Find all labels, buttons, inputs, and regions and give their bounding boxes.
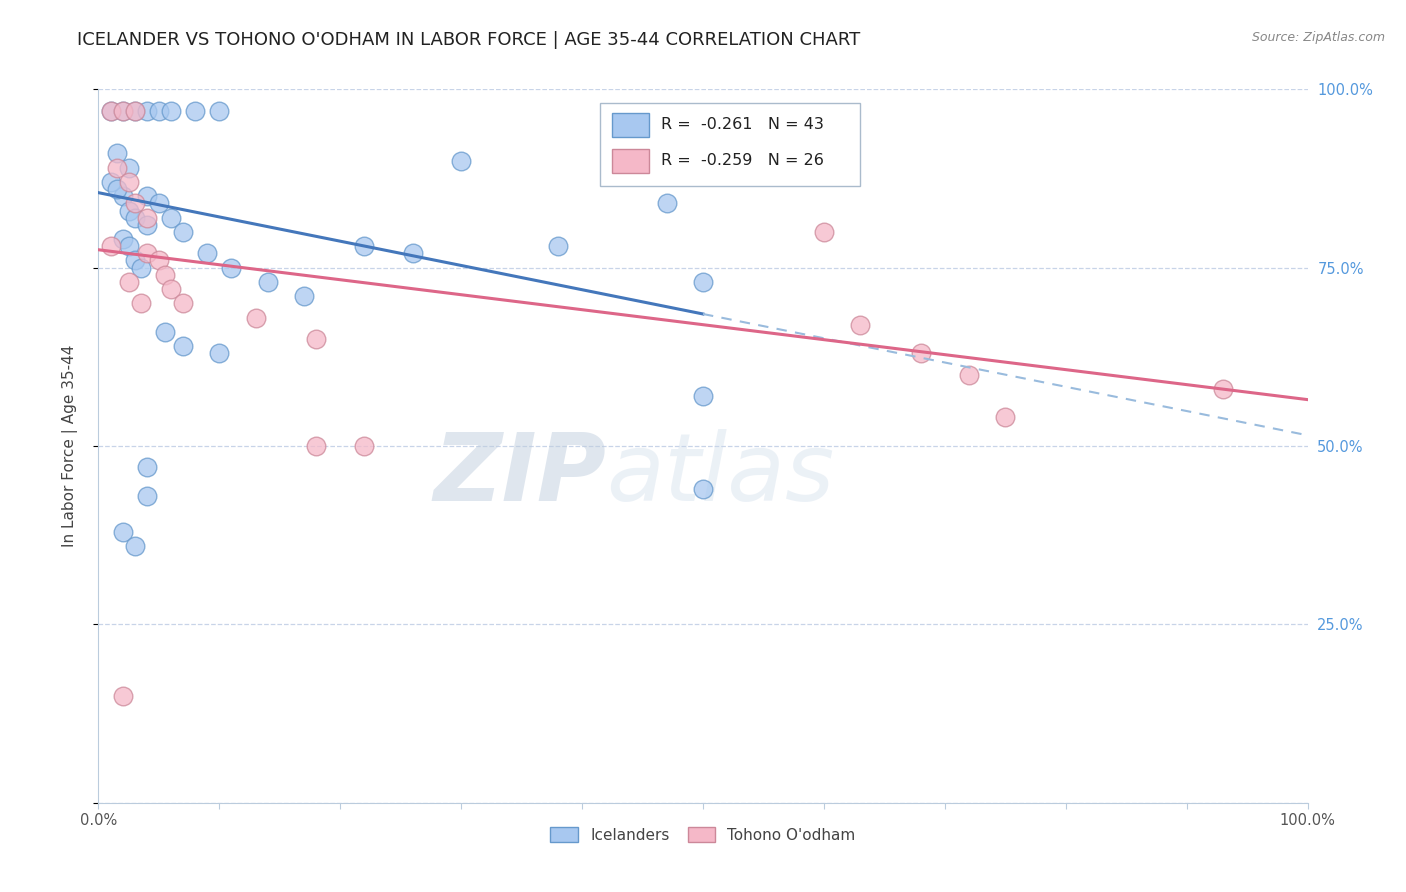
Point — [129, 296, 152, 310]
Point — [305, 439, 328, 453]
Point — [118, 161, 141, 175]
Point — [195, 246, 218, 260]
Point — [957, 368, 980, 382]
Point — [153, 268, 176, 282]
Point — [135, 460, 157, 475]
FancyBboxPatch shape — [613, 113, 648, 137]
Y-axis label: In Labor Force | Age 35-44: In Labor Force | Age 35-44 — [62, 345, 77, 547]
Point — [692, 389, 714, 403]
Point — [813, 225, 835, 239]
Point — [655, 196, 678, 211]
Point — [124, 103, 146, 118]
Point — [208, 346, 231, 360]
Point — [100, 103, 122, 118]
Point — [111, 103, 134, 118]
Point — [105, 182, 128, 196]
Point — [111, 103, 134, 118]
Point — [160, 282, 183, 296]
Point — [111, 189, 134, 203]
Point — [153, 325, 176, 339]
Point — [208, 103, 231, 118]
Point — [124, 539, 146, 553]
Point — [118, 175, 141, 189]
Point — [245, 310, 267, 325]
Point — [105, 161, 128, 175]
Point — [129, 260, 152, 275]
Point — [124, 253, 146, 268]
Point — [111, 524, 134, 539]
Point — [118, 275, 141, 289]
Text: ZIP: ZIP — [433, 428, 606, 521]
Point — [148, 253, 170, 268]
Point — [100, 103, 122, 118]
Point — [148, 103, 170, 118]
Point — [402, 246, 425, 260]
Legend: Icelanders, Tohono O'odham: Icelanders, Tohono O'odham — [544, 821, 862, 848]
Text: Source: ZipAtlas.com: Source: ZipAtlas.com — [1251, 31, 1385, 45]
Point — [1212, 382, 1234, 396]
Point — [135, 489, 157, 503]
Point — [692, 482, 714, 496]
Point — [849, 318, 872, 332]
Point — [135, 103, 157, 118]
Point — [135, 246, 157, 260]
Point — [124, 103, 146, 118]
Point — [547, 239, 569, 253]
Text: ICELANDER VS TOHONO O'ODHAM IN LABOR FORCE | AGE 35-44 CORRELATION CHART: ICELANDER VS TOHONO O'ODHAM IN LABOR FOR… — [77, 31, 860, 49]
Text: atlas: atlas — [606, 429, 835, 520]
Point — [160, 211, 183, 225]
Point — [124, 211, 146, 225]
Point — [692, 275, 714, 289]
Point — [450, 153, 472, 168]
Point — [148, 196, 170, 211]
Point — [221, 260, 243, 275]
Text: R =  -0.259   N = 26: R = -0.259 N = 26 — [661, 153, 824, 168]
FancyBboxPatch shape — [600, 103, 860, 186]
Point — [256, 275, 278, 289]
Point — [184, 103, 207, 118]
Point — [111, 232, 134, 246]
Point — [135, 189, 157, 203]
Text: R =  -0.261   N = 43: R = -0.261 N = 43 — [661, 118, 824, 132]
Point — [353, 239, 375, 253]
Point — [105, 146, 128, 161]
Point — [994, 410, 1017, 425]
Point — [160, 103, 183, 118]
Point — [910, 346, 932, 360]
Point — [172, 339, 194, 353]
Point — [135, 211, 157, 225]
Point — [305, 332, 328, 346]
Point — [100, 239, 122, 253]
FancyBboxPatch shape — [613, 149, 648, 173]
Point — [111, 689, 134, 703]
Point — [172, 225, 194, 239]
Point — [118, 203, 141, 218]
Point — [118, 239, 141, 253]
Point — [124, 196, 146, 211]
Point — [172, 296, 194, 310]
Point — [100, 175, 122, 189]
Point — [353, 439, 375, 453]
Point — [135, 218, 157, 232]
Point — [292, 289, 315, 303]
